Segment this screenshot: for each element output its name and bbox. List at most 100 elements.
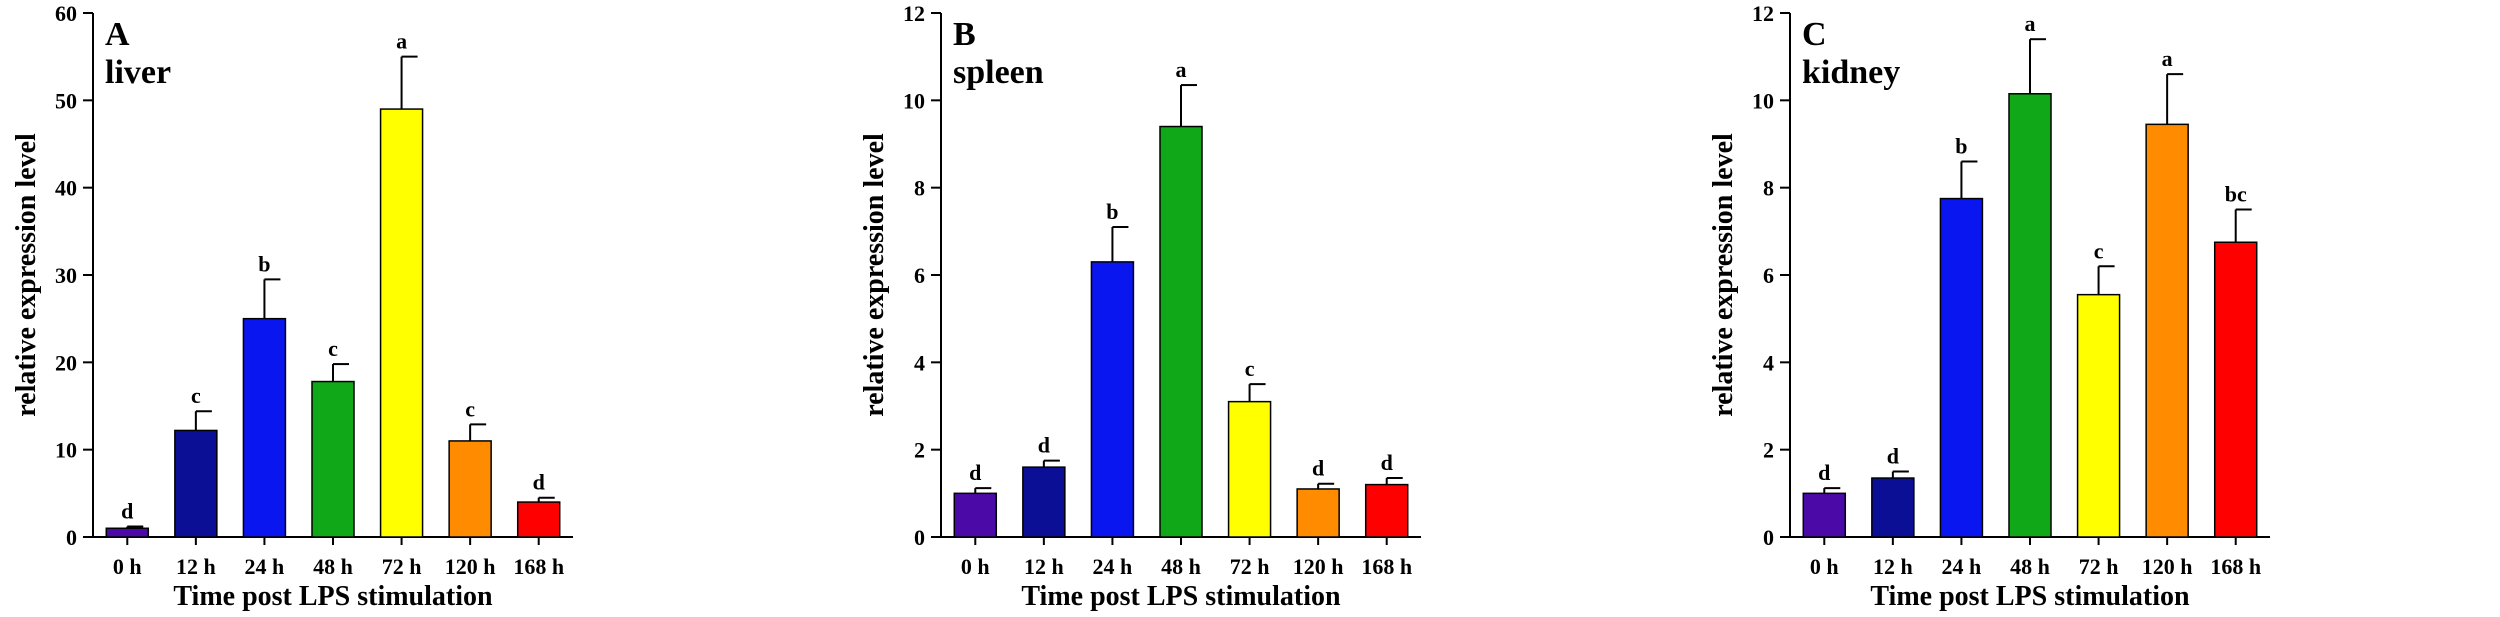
significance-letter: d — [969, 460, 981, 485]
bar-120h — [448, 440, 492, 538]
x-axis-title: Time post LPS stimulation — [1870, 581, 2190, 612]
x-axis-title: Time post LPS stimulation — [173, 581, 493, 612]
panel-title: spleen — [953, 54, 1044, 91]
chart-panel-2: 0 2 4 6 8 10 12 d 0 h d 12 h b 24 h a 48 h c 72 h d 120 h d… — [859, 1, 1421, 612]
significance-letter: d — [121, 499, 133, 524]
bar-72h — [2076, 293, 2121, 538]
x-tick-label: 168 h — [1361, 554, 1412, 579]
panel-letter: B — [953, 16, 976, 53]
significance-letter: bc — [2225, 182, 2247, 207]
panel-letter: A — [105, 16, 130, 53]
bar-120h — [1296, 488, 1340, 538]
bar-168h — [516, 501, 561, 538]
significance-letter: b — [1955, 133, 1967, 158]
x-tick-label: 0 h — [961, 554, 990, 579]
y-axis-title: relative expression level — [859, 133, 890, 417]
x-tick-label: 24 h — [1093, 554, 1133, 579]
y-tick-label: 60 — [55, 1, 77, 26]
bar-72h — [379, 108, 424, 538]
bar-12h — [1022, 466, 1066, 538]
significance-letter: d — [533, 470, 545, 495]
y-tick-label: 10 — [55, 438, 77, 463]
y-tick-label: 6 — [914, 263, 925, 288]
chart-panel-1: 0 10 20 30 40 50 60 d 0 h c 12 h b 24 h c 48 h a 72 h c 12… — [11, 1, 573, 612]
y-tick-label: 12 — [1752, 1, 1774, 26]
x-tick-label: 12 h — [1024, 554, 1064, 579]
y-tick-label: 10 — [903, 88, 925, 113]
bar-24h — [242, 317, 287, 538]
significance-letter: a — [1176, 57, 1187, 82]
x-tick-label: 168 h — [513, 554, 564, 579]
bar-120h — [2145, 123, 2189, 538]
bar-48h — [2008, 93, 2052, 538]
y-tick-label: 50 — [55, 88, 77, 113]
bar-48h — [311, 380, 355, 538]
x-tick-label: 48 h — [1161, 554, 1201, 579]
significance-letter: d — [1381, 450, 1393, 475]
panel-letter: C — [1802, 16, 1827, 53]
x-tick-label: 168 h — [2210, 554, 2261, 579]
panel-title: kidney — [1802, 54, 1900, 91]
y-tick-label: 40 — [55, 176, 77, 201]
y-tick-label: 0 — [914, 525, 925, 550]
panel-title: liver — [105, 54, 171, 91]
x-tick-label: 72 h — [382, 554, 422, 579]
significance-letter: c — [2094, 238, 2104, 263]
significance-letter: a — [2025, 11, 2036, 36]
significance-letter: c — [1245, 356, 1255, 381]
y-tick-label: 2 — [914, 438, 925, 463]
y-tick-label: 6 — [1763, 263, 1774, 288]
y-tick-label: 4 — [914, 350, 925, 375]
significance-letter: b — [1106, 199, 1118, 224]
x-tick-label: 120 h — [445, 554, 496, 579]
y-tick-label: 0 — [66, 525, 77, 550]
x-axis-title: Time post LPS stimulation — [1021, 581, 1341, 612]
x-tick-label: 0 h — [1810, 554, 1839, 579]
x-tick-label: 48 h — [2010, 554, 2050, 579]
significance-letter: c — [328, 336, 338, 361]
significance-letter: a — [2162, 46, 2173, 71]
bar-0h — [105, 527, 150, 538]
bar-24h — [1090, 261, 1135, 538]
x-tick-label: 120 h — [2142, 554, 2193, 579]
significance-letter: d — [1312, 456, 1324, 481]
y-tick-label: 8 — [914, 176, 925, 201]
x-tick-label: 72 h — [1230, 554, 1270, 579]
x-tick-label: 48 h — [313, 554, 353, 579]
bar-12h — [174, 429, 218, 538]
y-tick-label: 20 — [55, 350, 77, 375]
y-tick-label: 4 — [1763, 350, 1774, 375]
bar-48h — [1159, 125, 1203, 538]
x-tick-label: 0 h — [113, 554, 142, 579]
x-tick-label: 12 h — [176, 554, 216, 579]
y-tick-label: 12 — [903, 1, 925, 26]
y-axis-title: relative expression level — [1708, 133, 1739, 417]
bar-12h — [1871, 477, 1915, 538]
significance-letter: d — [1038, 433, 1050, 458]
x-tick-label: 24 h — [245, 554, 285, 579]
x-tick-label: 24 h — [1942, 554, 1982, 579]
significance-letter: b — [258, 251, 270, 276]
y-axis-title: relative expression level — [11, 133, 42, 417]
bar-0h — [1802, 492, 1847, 538]
bar-168h — [1364, 483, 1409, 538]
bar-168h — [2213, 241, 2258, 538]
y-tick-label: 10 — [1752, 88, 1774, 113]
y-tick-label: 8 — [1763, 176, 1774, 201]
x-tick-label: 120 h — [1293, 554, 1344, 579]
y-tick-label: 0 — [1763, 525, 1774, 550]
significance-letter: d — [1818, 460, 1830, 485]
x-tick-label: 72 h — [2079, 554, 2119, 579]
significance-letter: c — [465, 396, 475, 421]
significance-letter: c — [191, 383, 201, 408]
bar-72h — [1227, 400, 1272, 538]
significance-letter: a — [396, 29, 407, 54]
bar-24h — [1939, 197, 1984, 538]
y-tick-label: 2 — [1763, 438, 1774, 463]
chart-panel-3: 0 2 4 6 8 10 12 d 0 h d 12 h b 24 h a 48 h c 72 h a 120 h b… — [1708, 1, 2270, 612]
x-tick-label: 12 h — [1873, 554, 1913, 579]
y-tick-label: 30 — [55, 263, 77, 288]
significance-letter: d — [1887, 444, 1899, 469]
bar-0h — [953, 492, 998, 538]
